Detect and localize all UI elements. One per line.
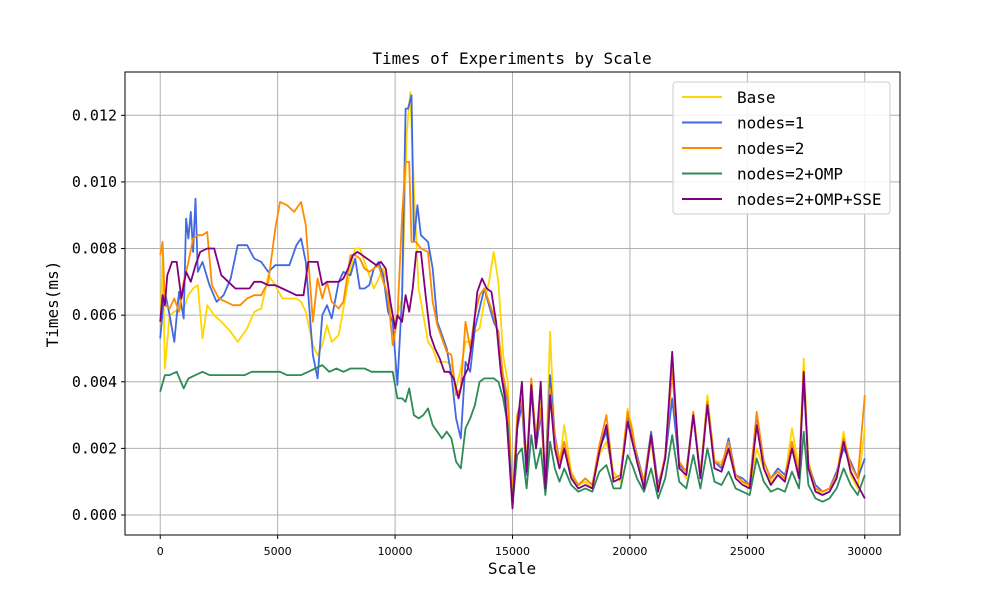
y-tick-label: 0.010: [72, 173, 117, 191]
series-line-3: [159, 364, 866, 506]
legend-label-4: nodes=2+OMP+SSE: [737, 190, 882, 209]
series-line-4: [159, 247, 866, 510]
axis-ticks: 0 5000 10000 15000 20000 25000 30000 0.000 0.002…: [72, 106, 882, 558]
legend-items: Base nodes=1 nodes=2 nodes=2+OMP nodes=2+OMP…: [682, 88, 882, 209]
x-tick-label: 30000: [847, 545, 882, 558]
legend-box: [672, 81, 891, 215]
y-tick-label: 0.004: [72, 373, 117, 391]
x-tick-label: 5000: [264, 545, 292, 558]
y-tick-label: 0.002: [72, 439, 117, 457]
y-tick-label: 0.008: [72, 240, 117, 258]
x-tick-label: 25000: [730, 545, 765, 558]
series-line-1: [159, 94, 866, 506]
x-tick-label: 15000: [495, 545, 530, 558]
series-line-2: [159, 161, 866, 503]
chart-title: Times of Experiments by Scale: [372, 49, 651, 68]
x-tick-label: 10000: [378, 545, 413, 558]
legend: Base nodes=1 nodes=2 nodes=2+OMP nodes=2+OMP…: [672, 81, 891, 215]
y-axis-title: Times(ms): [43, 261, 62, 348]
x-tick-label: 20000: [612, 545, 647, 558]
legend-label-2: nodes=2: [737, 139, 804, 158]
x-tick-label: 0: [157, 545, 164, 558]
legend-label-1: nodes=1: [737, 114, 804, 133]
legend-label-3: nodes=2+OMP: [737, 165, 843, 184]
series-lines: [159, 91, 866, 510]
legend-label-0: Base: [737, 88, 776, 107]
y-tick-label: 0.006: [72, 306, 117, 324]
x-axis-title: Scale: [488, 559, 536, 578]
y-tick-label: 0.000: [72, 506, 117, 524]
y-tick-label: 0.012: [72, 106, 117, 124]
